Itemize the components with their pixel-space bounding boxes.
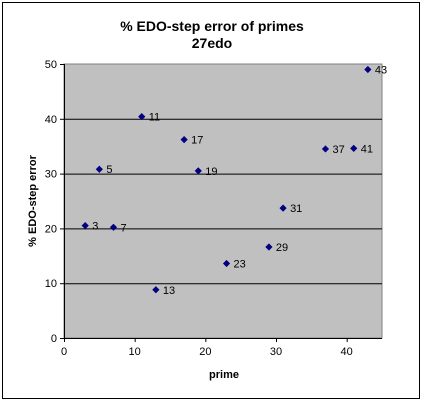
x-axis-title: prime	[209, 369, 239, 381]
x-tick-label-10: 10	[129, 346, 141, 358]
data-points: 3 5 7 11 13 17 19 23 29 31 37 41 43	[81, 64, 387, 297]
data-point-17	[180, 136, 188, 144]
data-point-3	[81, 222, 89, 230]
data-label-41: 41	[361, 143, 373, 155]
data-point-11	[138, 113, 146, 121]
y-tick-label-20: 20	[45, 223, 57, 235]
data-label-5: 5	[106, 164, 112, 176]
data-label-17: 17	[191, 135, 203, 147]
data-label-29: 29	[276, 242, 288, 254]
data-label-19: 19	[205, 166, 217, 178]
data-label-7: 7	[120, 222, 126, 234]
data-label-13: 13	[163, 285, 175, 297]
x-tick-label-0: 0	[61, 346, 67, 358]
data-label-11: 11	[149, 112, 160, 124]
data-point-31	[279, 204, 287, 212]
x-tick-label-20: 20	[199, 346, 211, 358]
data-point-23	[222, 259, 231, 268]
ticks: 0 10 20 30 40 50 0 10 20 30 40	[45, 59, 353, 358]
chart-title: % EDO-step error of primes	[120, 18, 304, 34]
plot-area	[63, 63, 383, 339]
gridlines	[64, 118, 382, 285]
data-point-19	[194, 167, 202, 175]
data-point-41	[350, 144, 358, 152]
y-axis-title: % EDO-step error	[27, 154, 39, 246]
data-point-5	[95, 165, 103, 173]
data-point-13	[152, 286, 160, 294]
data-point-29	[265, 243, 273, 251]
axes	[64, 64, 382, 339]
y-tick-label-40: 40	[45, 114, 57, 126]
data-point-7	[109, 223, 118, 231]
chart-subtitle: 27edo	[192, 35, 232, 51]
y-tick-label-0: 0	[51, 333, 57, 345]
y-tick-label-30: 30	[45, 169, 57, 181]
data-point-43	[364, 65, 372, 74]
x-tick-label-30: 30	[270, 346, 282, 358]
y-tick-label-50: 50	[45, 59, 57, 71]
data-label-43: 43	[375, 64, 387, 76]
data-label-3: 3	[92, 221, 98, 233]
x-tick-label-40: 40	[341, 346, 353, 358]
data-label-31: 31	[290, 203, 302, 215]
data-label-23: 23	[234, 258, 246, 270]
data-label-37: 37	[332, 144, 344, 156]
data-point-37	[321, 145, 330, 153]
y-tick-label-10: 10	[45, 278, 57, 290]
